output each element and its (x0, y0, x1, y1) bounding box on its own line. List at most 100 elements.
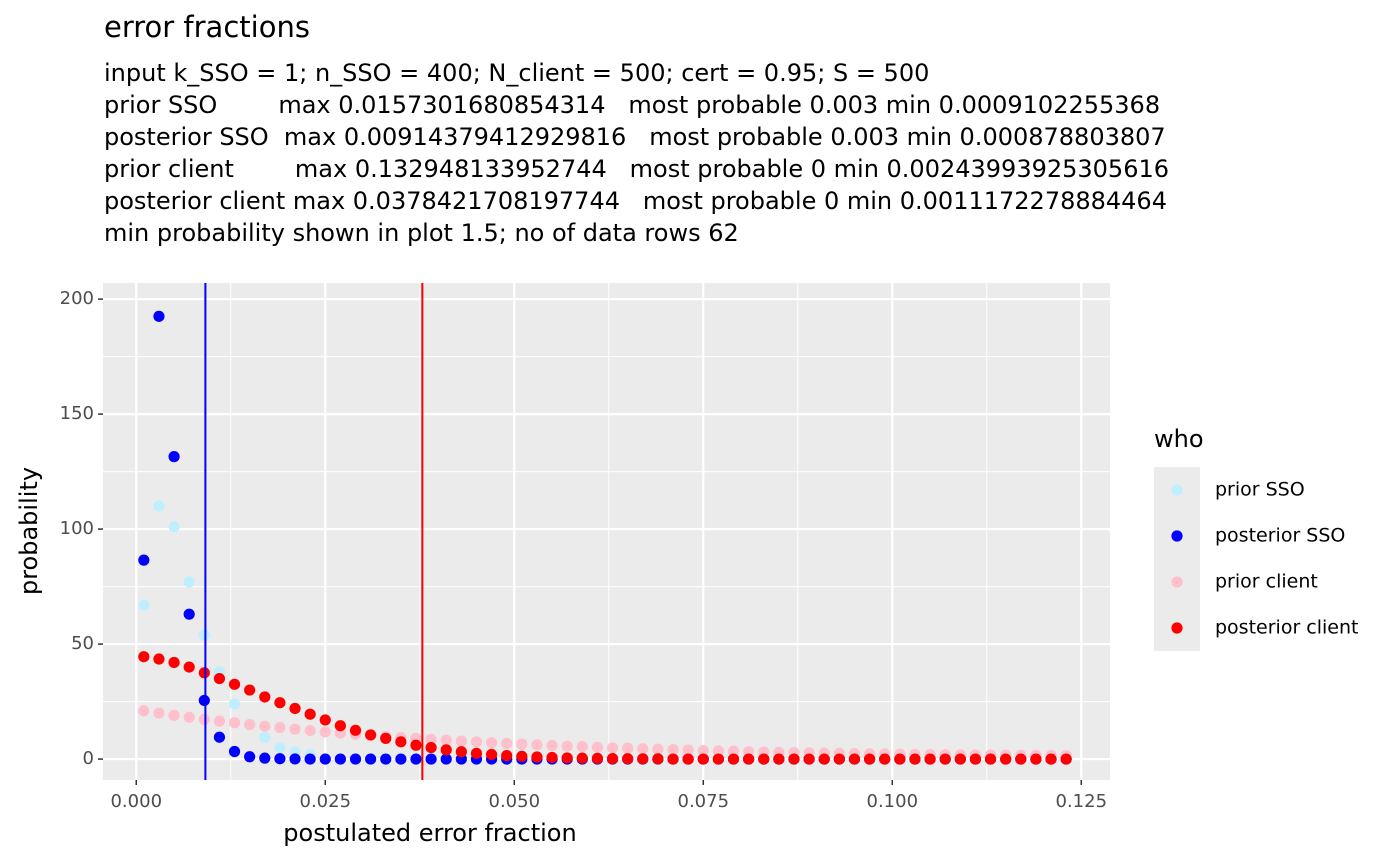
point (591, 741, 604, 753)
point (304, 753, 316, 765)
y-tick-label: 150 (60, 403, 94, 424)
point (470, 747, 483, 759)
point (773, 753, 785, 765)
point (909, 753, 921, 765)
point (168, 451, 180, 463)
point (667, 753, 679, 765)
subtitle-line: prior SSO max 0.0157301680854314 most pr… (104, 91, 1160, 119)
point (712, 753, 724, 765)
point (365, 729, 377, 741)
point (259, 691, 271, 703)
point (969, 753, 982, 765)
y-tick-label: 100 (60, 518, 94, 539)
point (274, 697, 286, 709)
x-tick-label: 0.000 (110, 791, 162, 812)
point (410, 753, 422, 765)
point (652, 753, 664, 765)
point (591, 752, 604, 764)
point (228, 678, 241, 690)
legend-key (1171, 576, 1183, 588)
point (198, 713, 210, 725)
y-tick-label: 200 (60, 288, 94, 309)
point (1015, 753, 1027, 765)
point (470, 736, 483, 748)
point (485, 748, 498, 761)
point (501, 750, 513, 762)
point (198, 694, 210, 707)
point (319, 714, 331, 726)
y-tick-label: 50 (71, 633, 94, 654)
point (289, 753, 301, 765)
point (138, 599, 150, 611)
point (259, 752, 271, 764)
point (213, 731, 226, 743)
point (274, 741, 286, 754)
point (984, 753, 997, 765)
point (425, 741, 437, 754)
point (727, 745, 740, 757)
point (319, 753, 331, 765)
point (485, 737, 498, 749)
point (667, 744, 679, 756)
point (561, 740, 573, 752)
point (153, 500, 165, 512)
point (183, 711, 195, 723)
point (440, 744, 452, 756)
point (576, 752, 588, 764)
point (153, 653, 165, 665)
point (606, 742, 619, 754)
point (213, 672, 226, 685)
point (879, 753, 891, 765)
x-tick-label: 0.075 (678, 791, 730, 812)
legend-label: prior client (1215, 571, 1318, 593)
legend-title: who (1154, 425, 1204, 453)
legend-label: prior SSO (1215, 479, 1305, 501)
point (138, 705, 150, 717)
y-axis-title: probability (15, 467, 43, 595)
x-axis-title: postulated error fraction (283, 819, 576, 847)
point (395, 736, 407, 748)
point (440, 734, 452, 746)
point (576, 741, 588, 753)
point (637, 753, 649, 765)
point (319, 726, 331, 738)
point (334, 720, 346, 732)
x-tick-label: 0.100 (867, 791, 919, 812)
point (546, 751, 558, 764)
point (380, 753, 392, 765)
legend-key (1171, 484, 1183, 496)
point (697, 753, 709, 765)
point (168, 521, 180, 533)
x-tick-label: 0.025 (300, 791, 352, 812)
point (244, 751, 256, 763)
legend-label: posterior client (1215, 617, 1358, 639)
point (228, 717, 241, 729)
point (833, 753, 845, 765)
point (153, 310, 165, 322)
legend-key (1171, 622, 1183, 634)
point (168, 709, 180, 721)
point (304, 708, 316, 720)
subtitle-line: prior client max 0.132948133952744 most … (104, 155, 1169, 183)
point (455, 746, 467, 758)
point (531, 739, 543, 751)
point (712, 745, 724, 757)
point (1000, 753, 1012, 765)
point (213, 715, 226, 727)
point (818, 753, 830, 765)
point (1030, 753, 1042, 765)
y-tick-label: 0 (83, 748, 94, 769)
point (183, 608, 195, 620)
point (365, 753, 377, 765)
point (727, 753, 740, 765)
legend-key (1171, 530, 1183, 542)
subtitle-line: min probability shown in plot 1.5; no of… (104, 219, 739, 247)
point (1060, 753, 1072, 765)
point (289, 702, 301, 715)
point (939, 753, 951, 765)
point (304, 724, 316, 737)
point (183, 576, 195, 588)
panel (103, 283, 1110, 780)
point (606, 753, 619, 765)
